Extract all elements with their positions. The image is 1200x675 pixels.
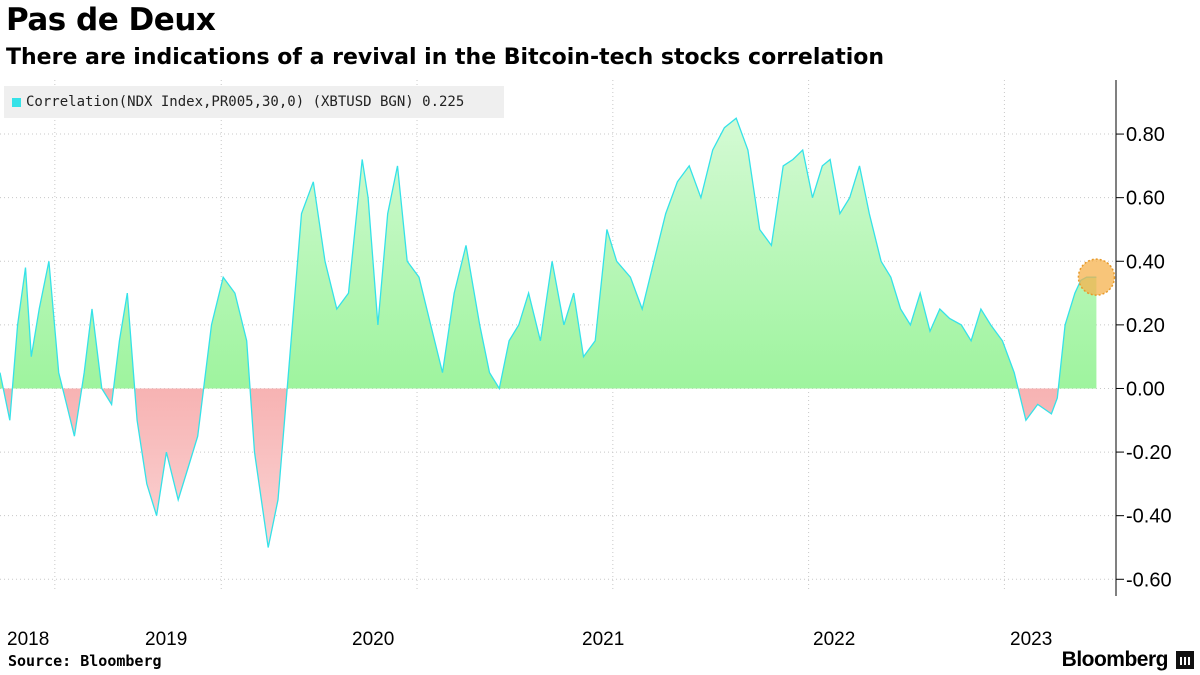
source-note: Source: Bloomberg — [8, 652, 162, 670]
legend-label: Correlation(NDX Index,PR005,30,0) (XBTUS… — [26, 94, 465, 110]
x-tick-label: 2018 — [7, 629, 49, 650]
highlight-marker — [1077, 258, 1116, 296]
y-tick-label: -0.40 — [1126, 506, 1172, 528]
y-tick-label: 0.20 — [1126, 315, 1165, 337]
y-tick-label: 0.60 — [1126, 188, 1165, 210]
bloomberg-logo: Bloomberg — [1061, 648, 1169, 671]
y-tick-label: -0.60 — [1126, 569, 1172, 591]
chart-subtitle: There are indications of a revival in th… — [6, 45, 885, 70]
chart-title: Pas de Deux — [6, 2, 216, 38]
y-tick-label: 0.80 — [1126, 124, 1165, 146]
negative-area — [3, 388, 1059, 548]
y-tick-label: 0.40 — [1126, 251, 1165, 273]
x-tick-label: 2023 — [1010, 629, 1052, 650]
correlation-chart: 0.80 0.60 0.40 0.20 0.00 -0.20 -0.40 -0.60 2018 2… — [0, 80, 1172, 650]
bloomberg-chart-icon — [1176, 651, 1194, 669]
y-tick-label: 0.00 — [1126, 378, 1165, 400]
positive-area — [0, 118, 1097, 389]
x-tick-label: 2021 — [582, 629, 624, 650]
x-tick-label: 2019 — [145, 629, 187, 650]
x-tick-label: 2022 — [813, 629, 855, 650]
x-tick-label: 2020 — [352, 629, 394, 650]
y-tick-label: -0.20 — [1126, 442, 1172, 464]
correlation-line — [0, 117, 1097, 548]
legend-swatch — [12, 97, 21, 107]
chart-legend: Correlation(NDX Index,PR005,30,0) (XBTUS… — [4, 86, 504, 118]
